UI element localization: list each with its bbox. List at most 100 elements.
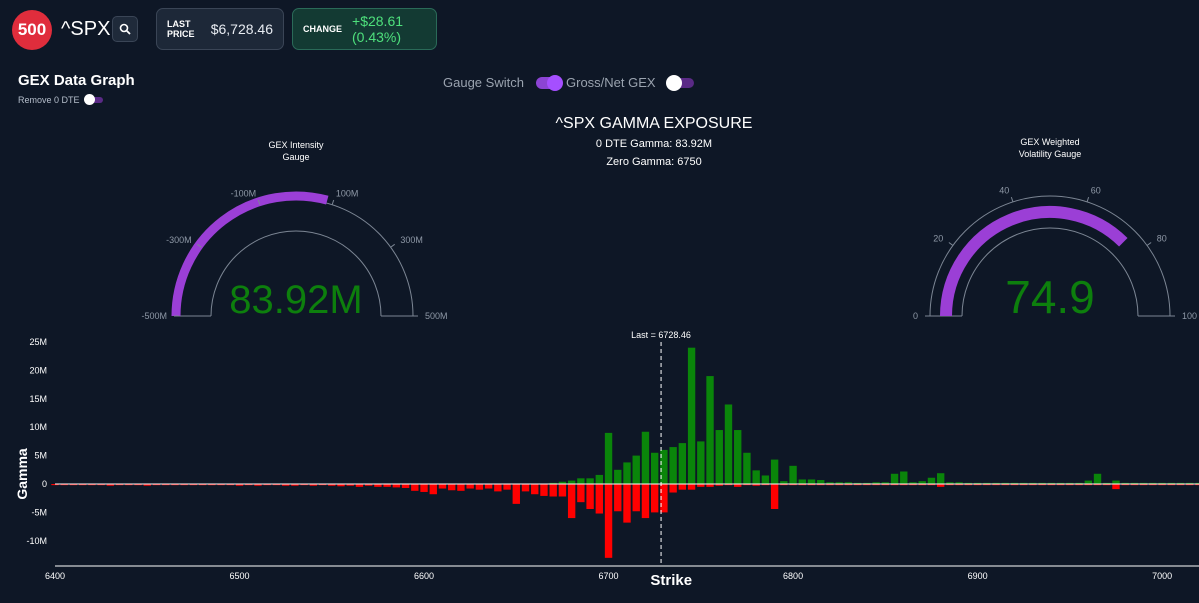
gauge-switch-toggle[interactable] (535, 74, 563, 91)
y-tick-label: 5M (34, 451, 47, 461)
x-tick-label: 6800 (783, 571, 803, 581)
call-bar (853, 482, 862, 484)
x-tick-label: 6600 (414, 571, 434, 581)
gauge-tick (331, 199, 335, 205)
y-tick-label: -10M (26, 536, 47, 546)
put-bar (614, 484, 622, 512)
put-bar (254, 484, 262, 486)
put-bar (1093, 484, 1102, 486)
put-bar (1056, 484, 1065, 486)
put-bar (263, 484, 271, 486)
put-bar (503, 484, 511, 490)
put-bar (531, 484, 539, 495)
y-axis-title: Gamma (14, 448, 30, 500)
call-bar (697, 441, 705, 484)
put-bar (936, 484, 945, 487)
gauge-value: 74.9 (1005, 271, 1095, 323)
put-bar (364, 484, 373, 486)
search-button[interactable] (112, 16, 138, 42)
gauge-inner-arc (210, 230, 382, 317)
put-bar (900, 484, 908, 486)
put-bar (964, 484, 973, 486)
gauge-tick-label: -100M (231, 188, 257, 198)
gauge-tick (1010, 196, 1014, 203)
put-bar (438, 484, 447, 489)
put-bar (374, 484, 382, 487)
call-bar (1029, 482, 1037, 484)
call-bar (752, 470, 760, 484)
put-bar (272, 484, 281, 486)
put-bar (1112, 484, 1120, 490)
chart-title: ^SPX GAMMA EXPOSURE (556, 115, 753, 132)
gauge-tick-label: 60 (1091, 185, 1101, 195)
put-bar (281, 484, 290, 486)
remove-0dte-toggle[interactable] (83, 94, 103, 105)
gross-net-toggle[interactable] (665, 74, 694, 91)
y-tick-label: 15M (29, 394, 47, 404)
put-bar (927, 484, 936, 486)
put-bar (448, 484, 456, 491)
gauge-tick-label: 0 (913, 311, 918, 321)
put-bar (660, 484, 668, 513)
call-bar (761, 475, 770, 484)
put-bar (1139, 484, 1148, 486)
put-bar (78, 484, 87, 486)
put-bar (567, 484, 576, 519)
call-bar (641, 431, 650, 484)
call-bar (770, 459, 779, 484)
put-bar (909, 484, 917, 486)
put-bar (558, 484, 567, 497)
put-bar (189, 484, 198, 486)
remove-0dte-row: Remove 0 DTE (18, 94, 103, 105)
last-price-label: LAST PRICE (167, 19, 195, 39)
put-bar (245, 484, 253, 486)
put-bar (198, 484, 207, 486)
chart-header: ^SPX GAMMA EXPOSURE 0 DTE Gamma: 83.92M … (556, 115, 753, 168)
x-tick-label: 6400 (45, 571, 65, 581)
put-bar (337, 484, 345, 487)
gauge-tick (1146, 242, 1152, 246)
gauge-title: Volatility Gauge (1019, 149, 1082, 159)
call-bar (1121, 482, 1129, 484)
gross-net-row: Gross/Net GEX (566, 74, 694, 91)
put-bar (835, 484, 843, 486)
last-price-card: LAST PRICE $6,728.46 (156, 8, 284, 50)
call-bar (983, 482, 991, 484)
call-bar (743, 452, 751, 484)
call-bar (780, 481, 788, 484)
put-bar (1010, 484, 1019, 486)
put-bar (1038, 484, 1046, 486)
call-bar (734, 430, 742, 484)
last-price-value: $6,728.46 (210, 21, 273, 37)
call-bar (1066, 482, 1074, 484)
search-icon (119, 23, 131, 35)
gauge-tick-label: 100M (336, 188, 359, 198)
x-tick-label: 6700 (599, 571, 619, 581)
x-tick-label: 6900 (968, 571, 988, 581)
put-bar (798, 484, 806, 486)
call-bar (632, 455, 640, 484)
gauge-tick (1086, 196, 1090, 203)
call-bar (826, 482, 834, 484)
call-bar (1075, 482, 1083, 484)
put-bar (392, 484, 401, 488)
call-bar (1056, 482, 1065, 484)
put-bar (125, 484, 133, 486)
call-bar (1112, 480, 1120, 484)
y-tick-label: -5M (32, 507, 48, 517)
call-bar (669, 447, 677, 484)
chart-subtitle-0dte: 0 DTE Gamma: 83.92M (596, 138, 712, 150)
call-bar (863, 482, 871, 484)
gauge-tick-label: 40 (999, 185, 1009, 195)
call-bar (1047, 482, 1056, 484)
put-bar (51, 484, 59, 486)
put-bar (60, 484, 68, 486)
gauge-tick-label: 80 (1157, 233, 1167, 243)
gauge-tick (197, 243, 202, 248)
change-label: CHANGE (303, 24, 343, 34)
put-bar (863, 484, 871, 486)
call-bar (789, 465, 797, 484)
put-bar (235, 484, 244, 486)
put-bar (761, 484, 770, 486)
gauge-title: GEX Weighted (1020, 137, 1079, 147)
